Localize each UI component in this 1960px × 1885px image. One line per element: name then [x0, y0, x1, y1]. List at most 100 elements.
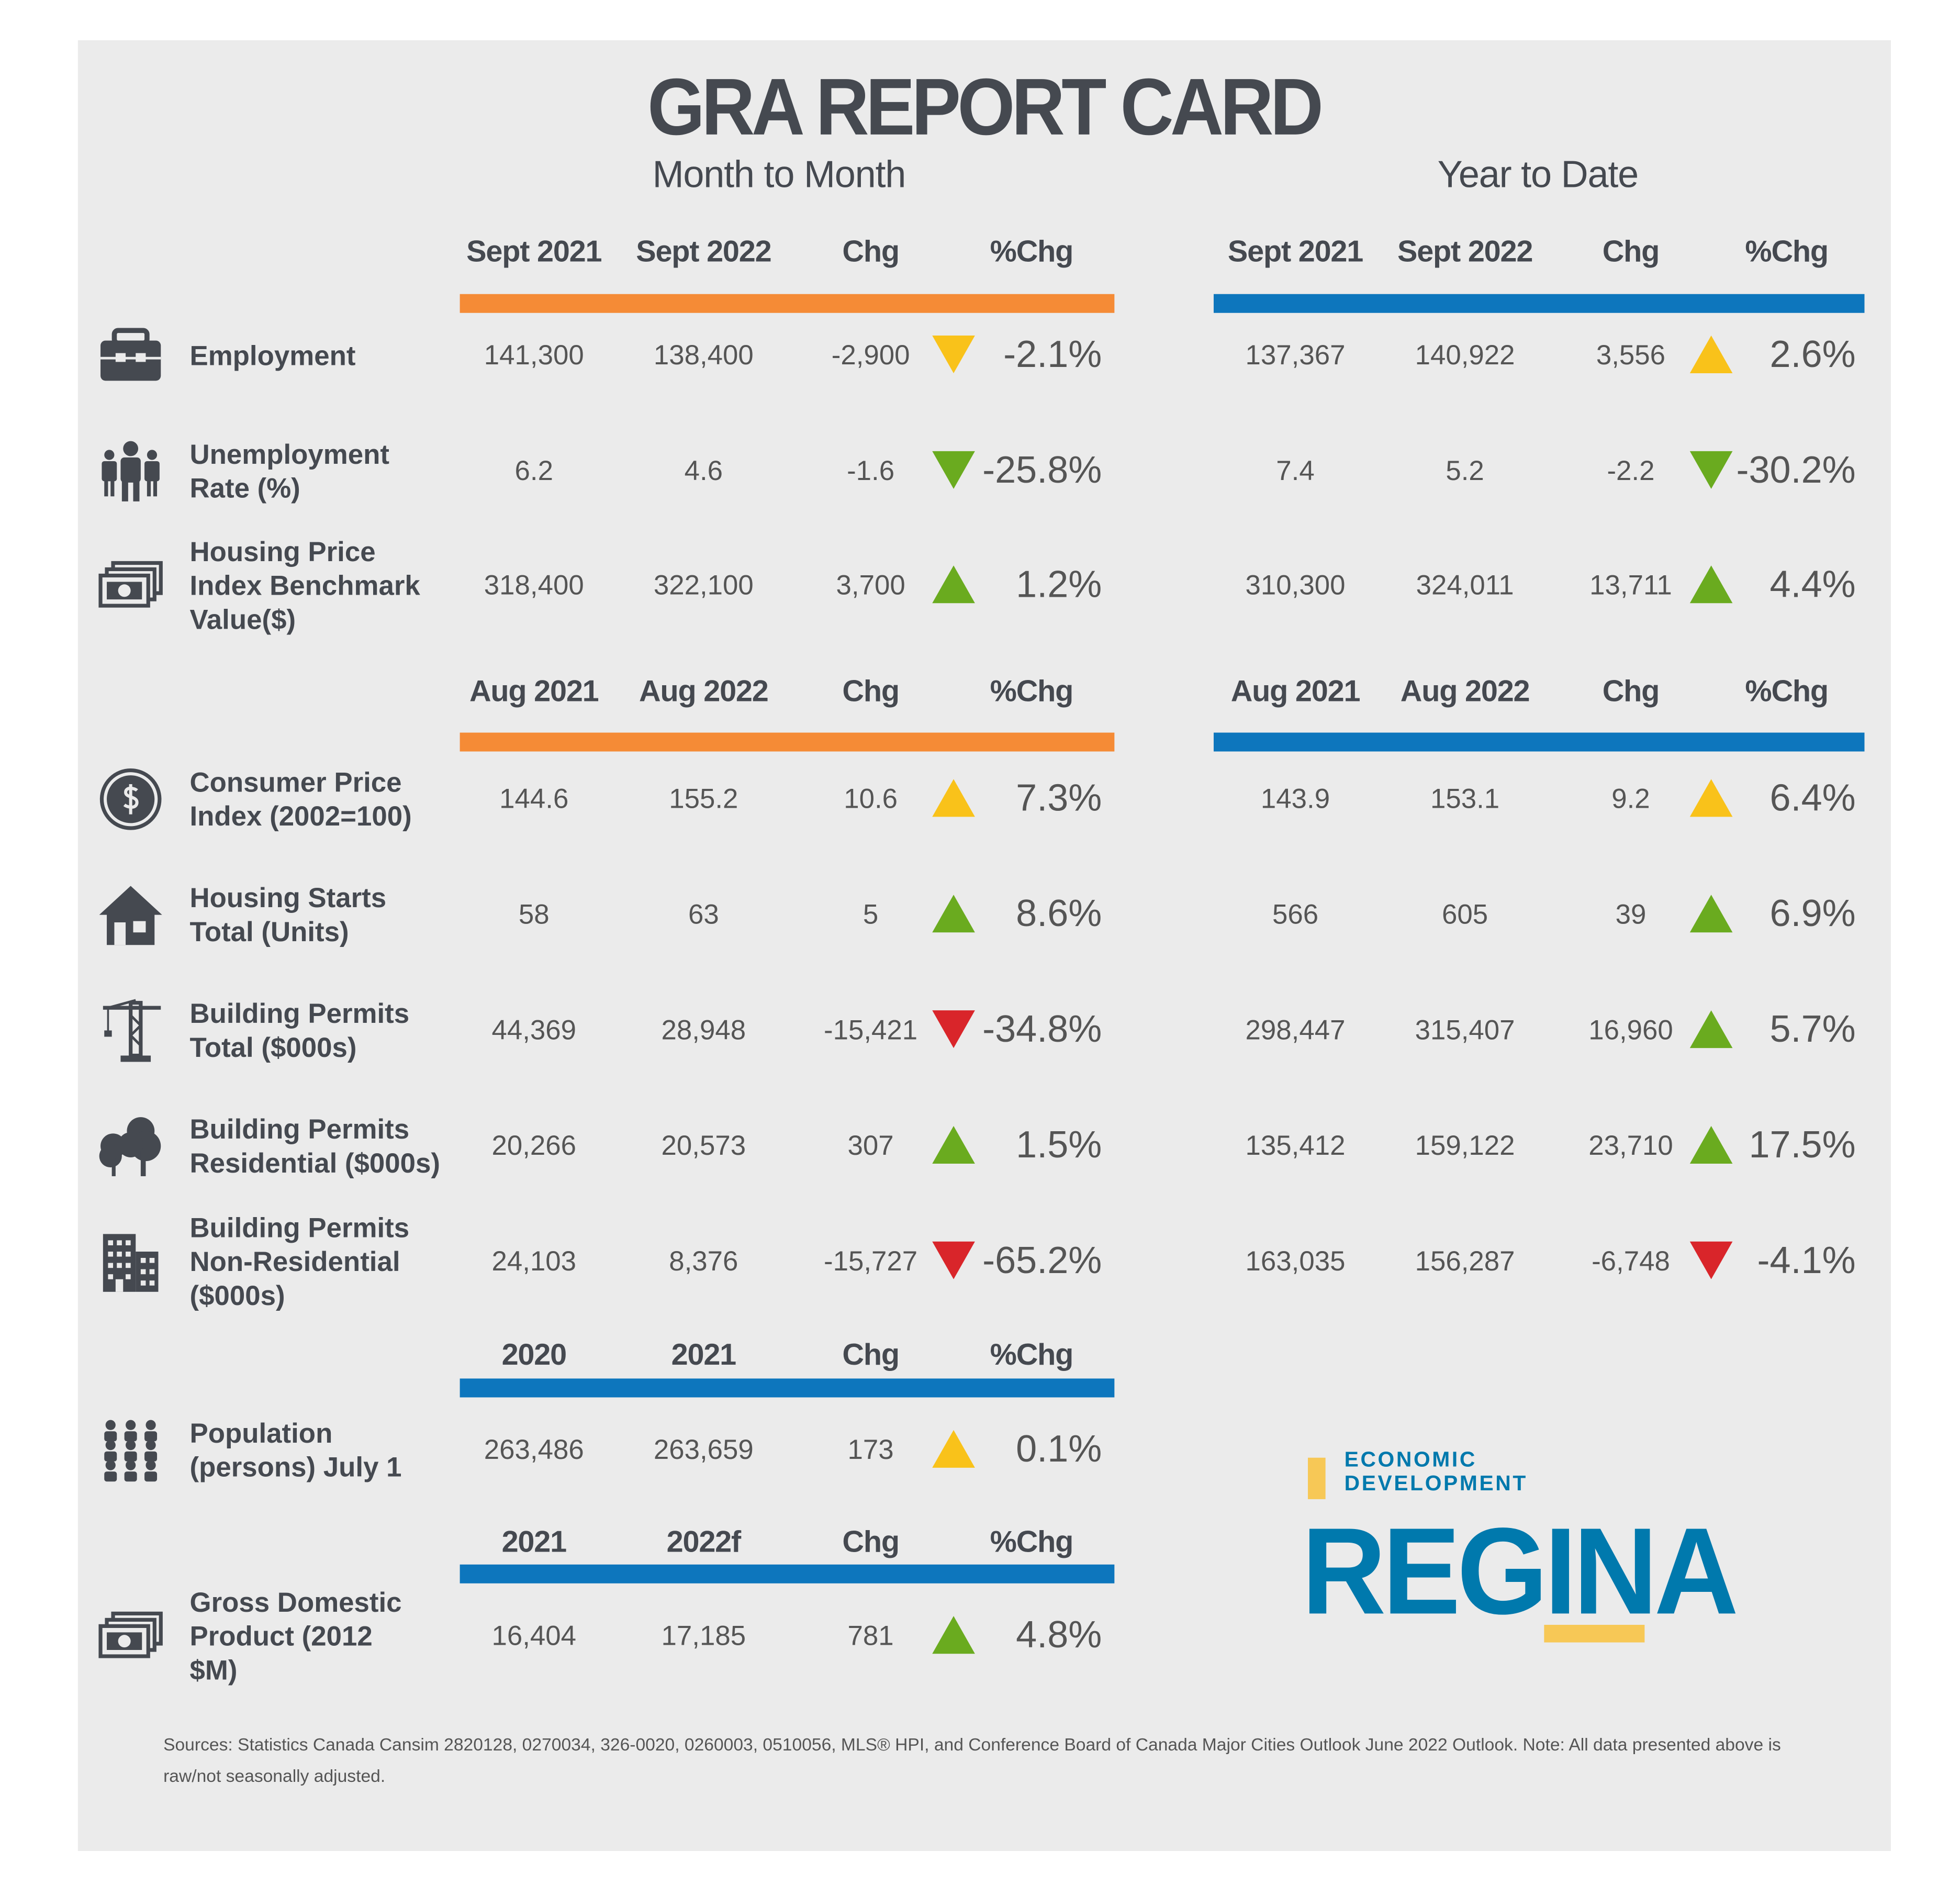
mtm-change: 307 — [847, 1130, 894, 1162]
mtm-col-header-pct-chg: %Chg — [990, 1338, 1074, 1373]
ytd-percent-change: -4.1% — [1757, 1240, 1856, 1282]
mtm-col-header-year-a: 2021 — [501, 1525, 567, 1560]
mtm-change: -15,421 — [824, 1014, 918, 1046]
mtm-change: -1.6 — [847, 455, 895, 487]
crane-icon — [98, 998, 163, 1063]
ytd-value-b: 315,407 — [1415, 1014, 1515, 1046]
ytd-percent-change: 6.9% — [1769, 893, 1856, 935]
indicator-label-line: $M) — [189, 1654, 238, 1686]
logo-line1: ECONOMIC — [1344, 1447, 1477, 1472]
indicator-label-line: (persons) July 1 — [189, 1451, 402, 1483]
ytd-col-header-year-b: Sept 2022 — [1397, 235, 1533, 269]
mtm-change: -2,900 — [831, 339, 910, 371]
ytd-value-b: 140,922 — [1415, 339, 1515, 371]
house-icon — [98, 882, 163, 947]
year-to-date-heading: Year to Date — [1437, 154, 1639, 196]
indicator-label: Consumer Price Index (2002=100) — [189, 765, 411, 833]
mtm-header-bar — [460, 732, 1115, 752]
indicator-label-line: Residential ($000s) — [189, 1147, 440, 1179]
indicator-label-line: Building Permits — [189, 1212, 410, 1244]
ytd-value-a: 566 — [1272, 898, 1319, 930]
mtm-value-b: 20,573 — [661, 1130, 746, 1162]
mtm-percent-change: -2.1% — [1003, 334, 1102, 376]
mtm-col-header-pct-chg: %Chg — [990, 235, 1074, 269]
indicator-label-line: Building Permits — [189, 1113, 410, 1145]
logo-line2: DEVELOPMENT — [1344, 1471, 1528, 1496]
buildings-icon — [98, 1229, 163, 1295]
mtm-arrow-down-icon — [932, 1010, 975, 1049]
mtm-percent-change: 1.5% — [1016, 1124, 1102, 1166]
ytd-value-a: 163,035 — [1245, 1245, 1346, 1277]
indicator-label-line: Employment — [189, 340, 356, 372]
indicator-label: Unemployment Rate (%) — [189, 437, 389, 505]
indicator-label-line: Building Permits — [189, 998, 410, 1030]
indicator-label: Housing Starts Total (Units) — [189, 881, 386, 949]
indicator-label-line: Product (2012 — [189, 1620, 373, 1652]
mtm-change: 173 — [847, 1434, 894, 1466]
mtm-value-a: 263,486 — [484, 1434, 584, 1466]
ytd-percent-change: -30.2% — [1736, 450, 1856, 492]
mtm-arrow-up-icon — [932, 779, 975, 817]
page-title: GRA REPORT CARD — [647, 61, 1324, 152]
logo-subtitle: ECONOMIC DEVELOPMENT — [1345, 1447, 1528, 1495]
ytd-value-a: 7.4 — [1276, 455, 1315, 487]
logo-wordmark: REGINA — [1302, 1501, 1739, 1640]
ytd-percent-change: 4.4% — [1769, 564, 1856, 606]
ytd-arrow-down-icon — [1689, 451, 1733, 489]
indicator-label-line: Population — [189, 1417, 333, 1449]
ytd-header-bar — [1213, 732, 1865, 752]
mtm-arrow-up-icon — [932, 895, 975, 933]
mtm-value-a: 16,404 — [491, 1620, 577, 1652]
mtm-value-b: 17,185 — [661, 1620, 746, 1652]
mtm-arrow-down-icon — [932, 451, 975, 489]
ytd-change: 23,710 — [1588, 1130, 1673, 1162]
ytd-col-header-chg: Chg — [1602, 235, 1660, 269]
people-icon — [98, 439, 163, 504]
mtm-change: 3,700 — [836, 569, 905, 601]
indicator-label-line: Housing Price — [189, 536, 376, 567]
ytd-value-b: 159,122 — [1415, 1130, 1515, 1162]
ytd-arrow-up-icon — [1689, 565, 1733, 604]
indicator-label-line: Index (2002=100) — [189, 800, 412, 832]
mtm-value-a: 20,266 — [491, 1130, 577, 1162]
mtm-arrow-up-icon — [932, 565, 975, 604]
trees-icon — [98, 1113, 163, 1179]
ytd-header-bar — [1213, 294, 1865, 313]
indicator-label-line: Index Benchmark — [189, 570, 420, 601]
ytd-value-b: 153.1 — [1430, 783, 1500, 815]
ytd-arrow-up-icon — [1689, 779, 1733, 817]
indicator-label: Employment — [189, 339, 355, 373]
indicator-label-line: Total ($000s) — [189, 1031, 357, 1063]
money-icon — [98, 553, 163, 618]
mtm-change: 5 — [863, 898, 879, 930]
ytd-value-a: 143.9 — [1260, 783, 1330, 815]
ytd-value-a: 298,447 — [1245, 1014, 1346, 1046]
sources-footnote: Sources: Statistics Canada Cansim 282012… — [163, 1734, 1781, 1786]
mtm-percent-change: 1.2% — [1016, 564, 1102, 606]
ytd-value-b: 156,287 — [1415, 1245, 1515, 1277]
ytd-arrow-up-icon — [1689, 1010, 1733, 1049]
mtm-value-a: 318,400 — [484, 569, 584, 601]
ytd-change: -2.2 — [1607, 455, 1655, 487]
indicator-label: Gross Domestic Product (2012 $M) — [189, 1585, 401, 1687]
ytd-percent-change: 2.6% — [1769, 334, 1856, 376]
ytd-col-header-pct-chg: %Chg — [1745, 235, 1829, 269]
ytd-change: 13,711 — [1589, 569, 1672, 601]
mtm-arrow-up-icon — [932, 1616, 975, 1654]
indicator-label: Housing Price Index Benchmark Value($) — [189, 534, 420, 636]
ytd-change: 39 — [1615, 898, 1647, 930]
indicator-label-line: Consumer Price — [189, 766, 402, 798]
indicator-label-line: Unemployment — [189, 438, 389, 470]
mtm-col-header-year-a: 2020 — [501, 1338, 567, 1373]
indicator-label-line: ($000s) — [189, 1280, 285, 1312]
money-icon — [98, 1603, 163, 1669]
mtm-change: 10.6 — [844, 783, 898, 815]
mtm-col-header-pct-chg: %Chg — [990, 1525, 1074, 1560]
indicator-label-line: Housing Starts — [189, 882, 387, 914]
ytd-change: -6,748 — [1592, 1245, 1670, 1277]
ytd-col-header-year-b: Aug 2022 — [1400, 675, 1530, 709]
mtm-percent-change: 4.8% — [1016, 1614, 1102, 1656]
population-icon — [98, 1418, 163, 1483]
ytd-arrow-up-icon — [1689, 1125, 1733, 1164]
mtm-value-a: 144.6 — [499, 783, 569, 815]
